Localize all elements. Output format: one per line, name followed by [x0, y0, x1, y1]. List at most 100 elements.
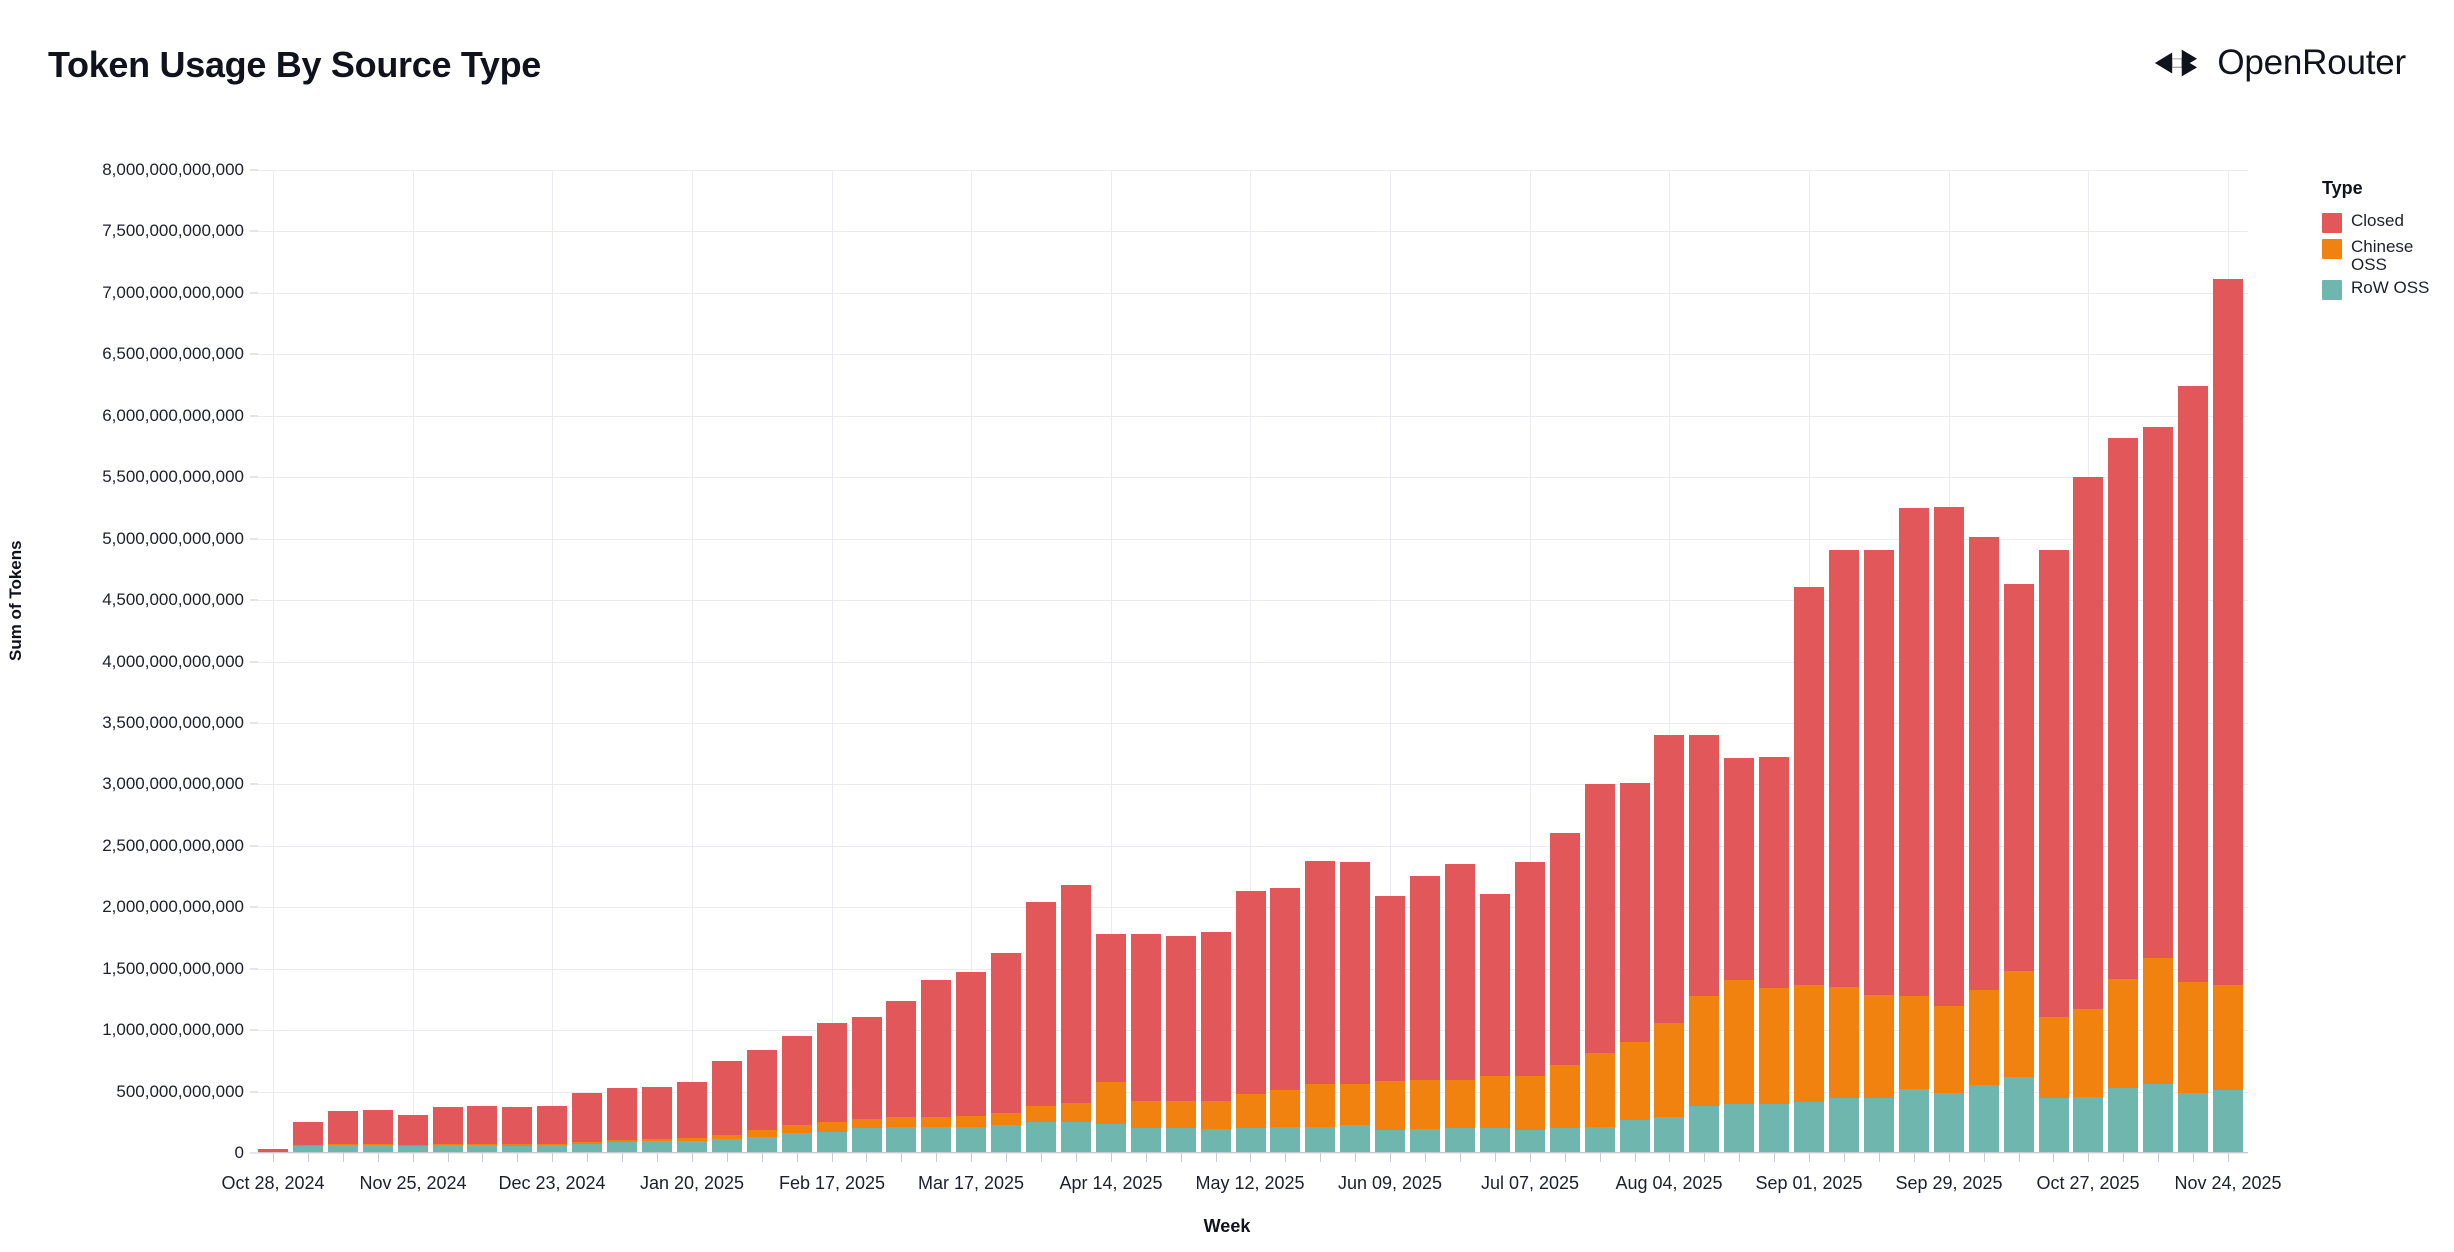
bar-segment-closed[interactable]: [956, 972, 986, 1116]
bar-segment-closed[interactable]: [1236, 891, 1266, 1095]
bar-segment-chinese-oss[interactable]: [817, 1121, 847, 1132]
bar-segment-chinese-oss[interactable]: [398, 1144, 428, 1146]
bar-segment-closed[interactable]: [712, 1060, 742, 1135]
bar-segment-closed[interactable]: [328, 1110, 358, 1144]
bar-segment-chinese-oss[interactable]: [991, 1113, 1021, 1126]
bar-segment-chinese-oss[interactable]: [1166, 1100, 1196, 1129]
bar-segment-chinese-oss[interactable]: [572, 1141, 602, 1144]
bar-stack[interactable]: [1375, 170, 1405, 1153]
bar-segment-row-oss[interactable]: [537, 1145, 567, 1153]
bar-stack[interactable]: [1934, 170, 1964, 1153]
bar-stack[interactable]: [1585, 170, 1615, 1153]
bar-segment-chinese-oss[interactable]: [1061, 1103, 1091, 1122]
bar-stack[interactable]: [502, 170, 532, 1153]
bar-segment-row-oss[interactable]: [2108, 1087, 2138, 1153]
bar-segment-closed[interactable]: [747, 1049, 777, 1131]
bar-segment-row-oss[interactable]: [782, 1133, 812, 1153]
bar-segment-row-oss[interactable]: [1410, 1129, 1440, 1153]
bar-segment-row-oss[interactable]: [1759, 1103, 1789, 1153]
bar-segment-chinese-oss[interactable]: [1794, 985, 1824, 1103]
bar-segment-closed[interactable]: [782, 1035, 812, 1125]
bar-stack[interactable]: [607, 170, 637, 1153]
bar-segment-row-oss[interactable]: [1515, 1129, 1545, 1153]
bar-stack[interactable]: [398, 170, 428, 1153]
bar-stack[interactable]: [1026, 170, 1056, 1153]
bar-segment-closed[interactable]: [1270, 888, 1300, 1090]
bar-segment-closed[interactable]: [467, 1105, 497, 1144]
bar-segment-row-oss[interactable]: [328, 1145, 358, 1153]
bar-segment-row-oss[interactable]: [2004, 1076, 2034, 1153]
bar-segment-row-oss[interactable]: [1026, 1122, 1056, 1153]
bar-stack[interactable]: [747, 170, 777, 1153]
bar-segment-closed[interactable]: [1305, 861, 1335, 1085]
bar-segment-chinese-oss[interactable]: [1899, 996, 1929, 1090]
bar-segment-chinese-oss[interactable]: [1201, 1100, 1231, 1130]
bar-segment-chinese-oss[interactable]: [642, 1138, 672, 1142]
bar-segment-chinese-oss[interactable]: [1864, 994, 1894, 1098]
bar-segment-closed[interactable]: [1550, 832, 1580, 1066]
bar-segment-chinese-oss[interactable]: [1515, 1075, 1545, 1130]
bar-stack[interactable]: [1340, 170, 1370, 1153]
bar-segment-chinese-oss[interactable]: [363, 1144, 393, 1146]
bar-segment-chinese-oss[interactable]: [328, 1143, 358, 1146]
bar-stack[interactable]: [2143, 170, 2173, 1153]
bar-segment-row-oss[interactable]: [1061, 1121, 1091, 1153]
bar-segment-row-oss[interactable]: [712, 1138, 742, 1153]
bar-segment-closed[interactable]: [502, 1107, 532, 1145]
bar-segment-closed[interactable]: [1724, 757, 1754, 981]
bar-segment-closed[interactable]: [293, 1121, 323, 1146]
bar-stack[interactable]: [258, 170, 288, 1153]
bar-segment-chinese-oss[interactable]: [2143, 957, 2173, 1085]
bar-segment-closed[interactable]: [1375, 896, 1405, 1082]
bar-stack[interactable]: [921, 170, 951, 1153]
bar-stack[interactable]: [1829, 170, 1859, 1153]
bar-stack[interactable]: [2213, 170, 2243, 1153]
bar-stack[interactable]: [1131, 170, 1161, 1153]
bar-stack[interactable]: [293, 170, 323, 1153]
bar-stack[interactable]: [782, 170, 812, 1153]
bar-segment-chinese-oss[interactable]: [1375, 1081, 1405, 1130]
bar-segment-chinese-oss[interactable]: [1969, 989, 1999, 1085]
bar-segment-closed[interactable]: [1864, 550, 1894, 995]
bar-segment-chinese-oss[interactable]: [607, 1139, 637, 1143]
bar-segment-row-oss[interactable]: [502, 1145, 532, 1153]
bar-stack[interactable]: [572, 170, 602, 1153]
bar-segment-row-oss[interactable]: [1305, 1127, 1335, 1153]
bar-segment-row-oss[interactable]: [1654, 1117, 1684, 1153]
bar-segment-closed[interactable]: [1480, 893, 1510, 1076]
bar-stack[interactable]: [433, 170, 463, 1153]
bar-segment-closed[interactable]: [1131, 933, 1161, 1102]
bar-stack[interactable]: [363, 170, 393, 1153]
bar-segment-chinese-oss[interactable]: [537, 1143, 567, 1146]
bar-segment-closed[interactable]: [1096, 933, 1126, 1082]
bar-stack[interactable]: [1689, 170, 1719, 1153]
bar-stack[interactable]: [1410, 170, 1440, 1153]
bar-stack[interactable]: [886, 170, 916, 1153]
bar-segment-row-oss[interactable]: [2213, 1090, 2243, 1153]
bar-segment-closed[interactable]: [1445, 863, 1475, 1080]
bar-segment-closed[interactable]: [1934, 507, 1964, 1006]
bar-segment-chinese-oss[interactable]: [677, 1137, 707, 1141]
bar-segment-chinese-oss[interactable]: [293, 1145, 323, 1147]
bar-segment-chinese-oss[interactable]: [1096, 1081, 1126, 1125]
bar-segment-row-oss[interactable]: [956, 1126, 986, 1153]
bar-stack[interactable]: [2039, 170, 2069, 1153]
bar-segment-row-oss[interactable]: [1201, 1129, 1231, 1153]
bar-segment-row-oss[interactable]: [293, 1146, 323, 1153]
bar-segment-row-oss[interactable]: [1166, 1128, 1196, 1153]
bar-segment-closed[interactable]: [1620, 783, 1650, 1043]
bar-segment-closed[interactable]: [817, 1023, 847, 1122]
bar-segment-closed[interactable]: [1689, 735, 1719, 996]
bar-segment-chinese-oss[interactable]: [2213, 985, 2243, 1091]
bar-stack[interactable]: [1794, 170, 1824, 1153]
bar-stack[interactable]: [1550, 170, 1580, 1153]
bar-segment-row-oss[interactable]: [1724, 1103, 1754, 1153]
bar-segment-closed[interactable]: [2073, 476, 2103, 1009]
bar-segment-row-oss[interactable]: [1480, 1128, 1510, 1153]
bar-segment-chinese-oss[interactable]: [1236, 1094, 1266, 1128]
bar-segment-chinese-oss[interactable]: [1480, 1075, 1510, 1129]
bar-segment-chinese-oss[interactable]: [1724, 980, 1754, 1104]
bar-segment-closed[interactable]: [886, 1000, 916, 1118]
bar-segment-closed[interactable]: [1026, 902, 1056, 1107]
bar-segment-row-oss[interactable]: [572, 1143, 602, 1153]
